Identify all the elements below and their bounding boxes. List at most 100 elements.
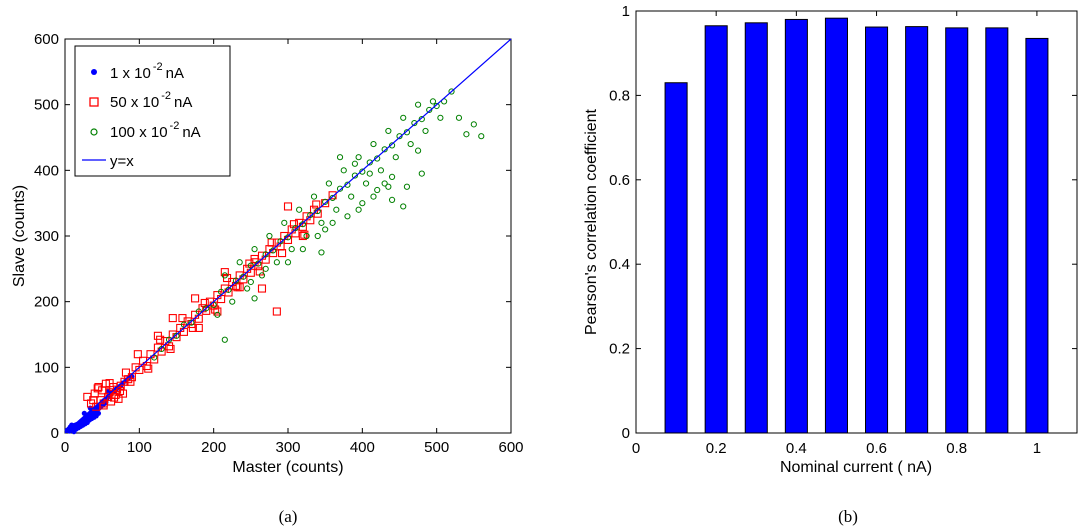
scatter-point — [400, 114, 407, 121]
scatter-point — [191, 294, 200, 303]
bar-y-tick-label: 0.6 — [609, 172, 630, 189]
scatter-point — [255, 260, 262, 267]
bar-x-tick-label: 0.6 — [866, 440, 887, 457]
scatter-point — [362, 180, 370, 187]
bar — [824, 17, 848, 434]
scatter-point — [414, 101, 422, 108]
scatter-point — [299, 221, 306, 228]
bar-x-tick-label: 0.4 — [786, 440, 807, 457]
scatter-point — [407, 140, 414, 148]
scatter-point — [396, 133, 403, 140]
scatter-point — [299, 246, 306, 253]
scatter-point — [81, 410, 87, 416]
scatter-axis-ticks: 0 100 200 300 400 500 600 0 100 200 300 400 500 600 — [34, 31, 524, 456]
legend-entry-2: 50 x 10 -2 nA — [110, 90, 192, 111]
scatter-point — [150, 355, 159, 364]
legend-entry-4: y=x — [110, 153, 134, 170]
scatter-point — [232, 277, 240, 284]
scatter-y-tick-label: 200 — [34, 294, 59, 311]
scatter-point — [385, 127, 392, 135]
scatter-point — [214, 311, 221, 318]
scatter-point — [142, 361, 151, 371]
scatter-point — [244, 285, 251, 292]
scatter-point — [281, 219, 288, 226]
bar — [865, 26, 889, 434]
bar — [945, 27, 969, 434]
bar-y-tick-label: 0.8 — [609, 87, 630, 104]
scatter-point — [336, 185, 344, 192]
scatter-point — [455, 114, 463, 121]
scatter-point — [325, 180, 332, 187]
scatter-point — [351, 160, 358, 167]
scatter-point — [355, 206, 362, 213]
bar-x-tick-label: 0.8 — [946, 440, 967, 457]
scatter-point — [385, 183, 392, 190]
scatter-point — [298, 231, 307, 241]
bar-y-tick-label: 0.4 — [609, 256, 630, 273]
scatter-point — [133, 350, 142, 359]
scatter-x-tick-label: 200 — [201, 439, 226, 456]
scatter-point — [236, 259, 243, 266]
scatter-point — [322, 226, 329, 233]
scatter-series-3 — [151, 88, 485, 361]
scatter-x-tick-label: 600 — [498, 439, 523, 456]
scatter-point — [284, 234, 292, 241]
scatter-point — [374, 155, 381, 162]
scatter-point — [105, 379, 114, 388]
legend-entry-2-exp: -2 — [161, 90, 171, 102]
scatter-point — [366, 170, 373, 177]
bar — [704, 25, 728, 434]
scatter-point — [67, 424, 73, 430]
scatter-point — [178, 314, 187, 323]
scatter-point — [359, 200, 366, 207]
scatter-point — [370, 140, 377, 148]
legend-marker-dot — [91, 69, 97, 75]
scatter-point — [93, 384, 102, 393]
legend-entry-1-exp: -2 — [153, 61, 163, 73]
scatter-point — [235, 283, 244, 292]
scatter-point — [82, 421, 88, 427]
scatter-point — [312, 200, 321, 209]
bar — [664, 82, 688, 434]
scatter-point — [262, 265, 269, 272]
scatter-point — [262, 251, 269, 258]
scatter-point — [318, 219, 325, 226]
scatter-point — [270, 247, 277, 254]
bar-y-tick-label: 0.2 — [609, 341, 630, 358]
legend-entry-1-unit: nA — [166, 65, 184, 82]
bar-y-tick-label: 0 — [622, 425, 630, 442]
scatter-point — [166, 344, 175, 353]
scatter-point — [115, 386, 125, 396]
scatter-point — [329, 219, 336, 226]
scatter-point — [194, 323, 203, 332]
scatter-y-tick-label: 600 — [34, 31, 59, 48]
scatter-point — [381, 146, 388, 153]
scatter-point — [213, 307, 222, 316]
scatter-point — [374, 186, 381, 194]
scatter-point — [418, 116, 425, 123]
scatter-point — [328, 191, 337, 200]
scatter-point — [272, 307, 281, 316]
scatter-point — [240, 273, 247, 280]
scatter-point — [344, 213, 351, 220]
scatter-point — [73, 426, 79, 432]
scatter-point — [266, 232, 273, 240]
legend-entry-1-base: 1 x 10 — [110, 65, 151, 82]
scatter-point — [329, 194, 336, 202]
bars-layer — [664, 17, 1049, 434]
scatter-point — [251, 246, 258, 253]
scatter-point — [463, 131, 470, 138]
scatter-point — [359, 168, 366, 175]
scatter-point — [114, 394, 123, 403]
scatter-y-tick-label: 400 — [34, 162, 59, 179]
identity-line-layer — [64, 38, 512, 434]
scatter-point — [400, 203, 407, 210]
scatter-point — [99, 401, 108, 410]
scatter-point — [333, 206, 340, 213]
scatter-point — [258, 272, 266, 279]
scatter-point — [429, 98, 437, 105]
scatter-point — [250, 254, 259, 264]
bar-x-axis-label: Nominal current ( nA) — [780, 459, 932, 476]
bar-plot-area — [635, 10, 1078, 434]
